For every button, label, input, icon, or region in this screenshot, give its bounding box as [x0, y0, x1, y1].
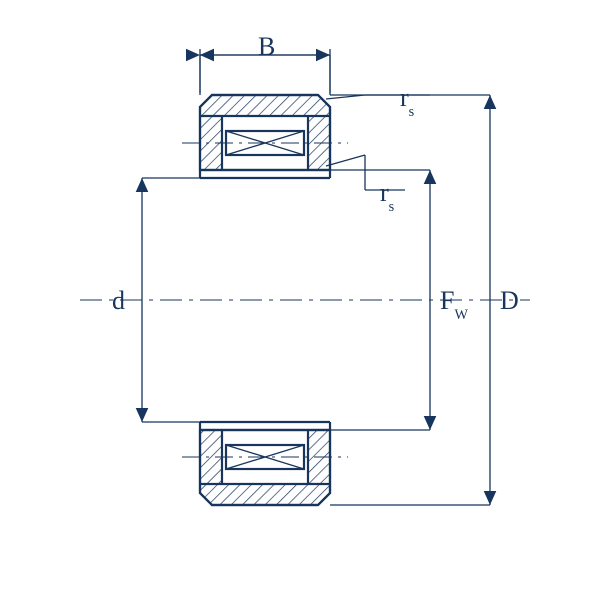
label-d: d: [112, 288, 125, 314]
bearing-diagram: B rs rs d FW D: [0, 0, 600, 600]
label-B: B: [258, 34, 275, 60]
label-D: D: [500, 288, 519, 314]
label-rs-mid: rs: [380, 180, 394, 210]
label-rs-top: rs: [400, 85, 414, 115]
label-Fw: FW: [440, 288, 468, 318]
